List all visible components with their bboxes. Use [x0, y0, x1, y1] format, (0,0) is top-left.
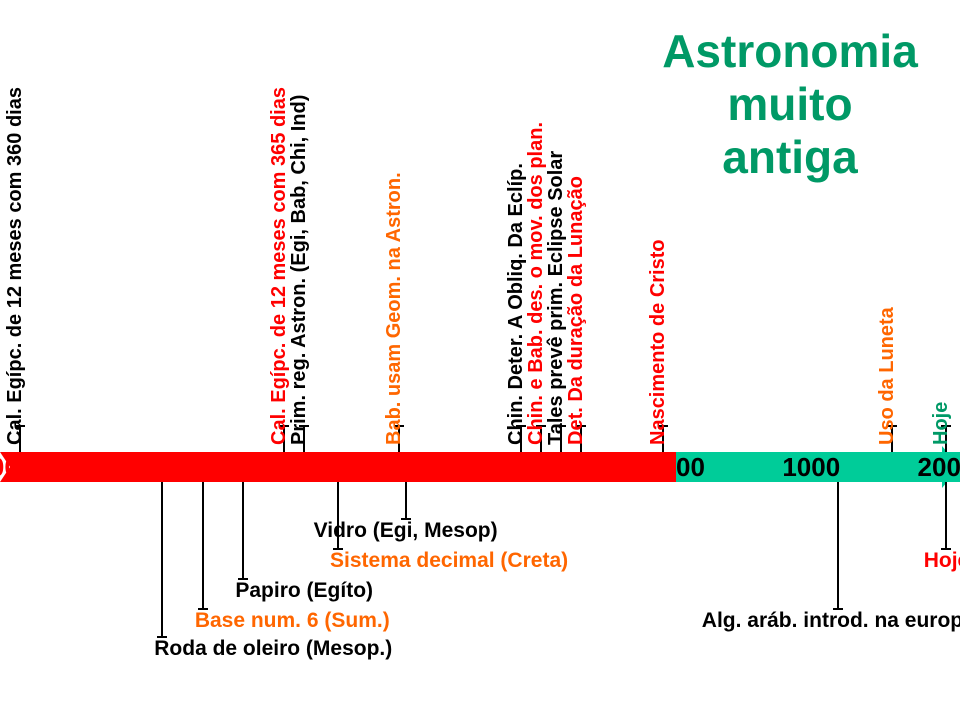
event-tick-below: [405, 482, 407, 519]
timeline-year-label: -2000: [372, 452, 439, 483]
event-label-above: Cal. Egípc. de 12 meses com 360 dias: [4, 87, 27, 445]
timeline-year-label: -3000: [237, 452, 304, 483]
event-label-above: Nascimento de Cristo: [647, 239, 670, 445]
event-label-above: Bab. usam Geom. na Astron.: [383, 172, 406, 445]
event-label-below: Base num. 6 (Sum.): [195, 609, 390, 633]
timeline-year-label: -5000: [0, 452, 33, 483]
event-tick-below: [837, 482, 839, 609]
event-label-below: Roda de oleiro (Mesop.): [154, 637, 392, 661]
event-tick-below: [202, 482, 204, 609]
event-tick-below: [161, 482, 163, 637]
event-label-below: Papiro (Egíto): [235, 579, 373, 603]
event-tick-below: [945, 482, 947, 549]
event-label-above: Prim. reg. Astron. (Egi, Bab, Chi, Ind): [288, 95, 311, 445]
timeline-year-label: -1000: [508, 452, 575, 483]
event-label-above: Hoje: [930, 402, 953, 445]
page-title: Astronomia muito antiga: [620, 25, 960, 184]
timeline-year-label: 0000: [647, 452, 705, 483]
event-tick-below: [242, 482, 244, 579]
timeline-year-label: 2000: [918, 452, 960, 483]
timeline-year-label: -4000: [102, 452, 169, 483]
event-label-below: Hoje: [924, 549, 960, 573]
event-label-below: Sistema decimal (Creta): [330, 549, 568, 573]
event-label-below: Vidro (Egi, Mesop): [314, 519, 498, 543]
event-label-above: Uso da Luneta: [876, 307, 899, 445]
timeline-year-label: 1000: [782, 452, 840, 483]
event-label-above: Det. Da duração da Lunação: [565, 176, 588, 445]
event-label-below: Alg. aráb. introd. na europa: [702, 609, 960, 633]
